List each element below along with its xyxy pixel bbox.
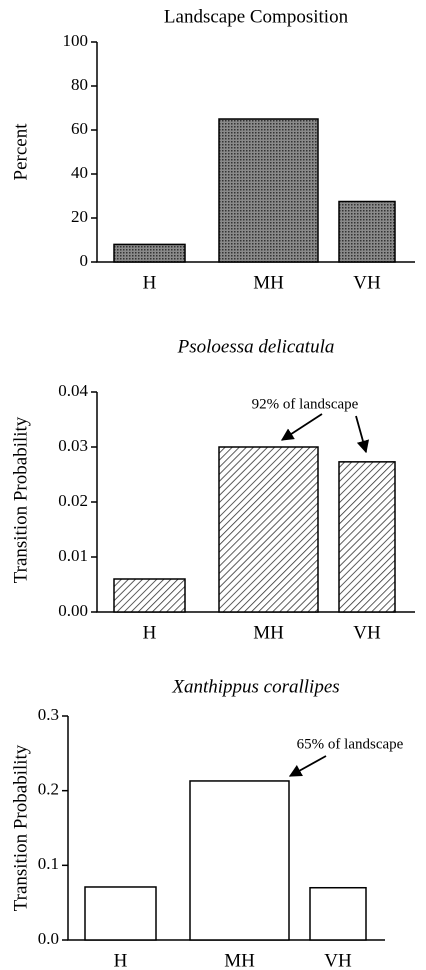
x-tick-label: H [143,272,157,293]
x-tick-label: MH [253,272,284,293]
y-tick-label: 100 [63,31,89,50]
y-tick-label: 0.01 [58,546,88,565]
y-tick-label: 0.1 [38,854,59,873]
y-tick-label: 0.00 [58,601,88,620]
y-tick-label: 0.03 [58,436,88,455]
y-tick-label: 80 [71,75,88,94]
x-tick-label: H [114,950,128,970]
y-tick-label: 0.04 [58,381,88,400]
bar [338,461,396,613]
bar [113,243,186,263]
chart-title: Xanthippus corallipes [171,676,339,697]
x-tick-label: H [143,622,157,643]
bar [218,446,319,613]
x-tick-label: MH [253,622,284,643]
y-axis-label: Transition Probability [10,416,31,583]
y-tick-label: 60 [71,119,88,138]
y-tick-label: 0.2 [38,780,59,799]
y-tick-label: 0 [80,251,89,270]
y-tick-label: 0.02 [58,491,88,510]
x-tick-label: VH [353,622,381,643]
y-tick-label: 20 [71,207,88,226]
annotation: 65% of landscape [297,736,404,752]
bar [309,886,367,941]
x-tick-label: VH [353,272,381,293]
annotation-arrow [355,415,370,454]
y-tick-label: 0.3 [38,705,59,724]
annotation-arrow [280,413,323,441]
chart-title: Psoloessa delicatula [177,336,335,357]
bar [113,578,186,613]
bar [218,118,319,263]
chart-title: Landscape Composition [164,6,349,27]
y-tick-label: 40 [71,163,88,182]
y-axis-label: Percent [10,123,31,181]
y-axis-label: Transition Probability [10,744,31,911]
x-tick-label: MH [224,950,255,970]
y-tick-label: 0.0 [38,929,59,948]
bar [338,200,396,263]
annotation-arrow [288,755,327,777]
bar [84,886,157,941]
annotation: 92% of landscape [252,396,359,412]
x-tick-label: VH [324,950,352,970]
bar [189,780,290,941]
